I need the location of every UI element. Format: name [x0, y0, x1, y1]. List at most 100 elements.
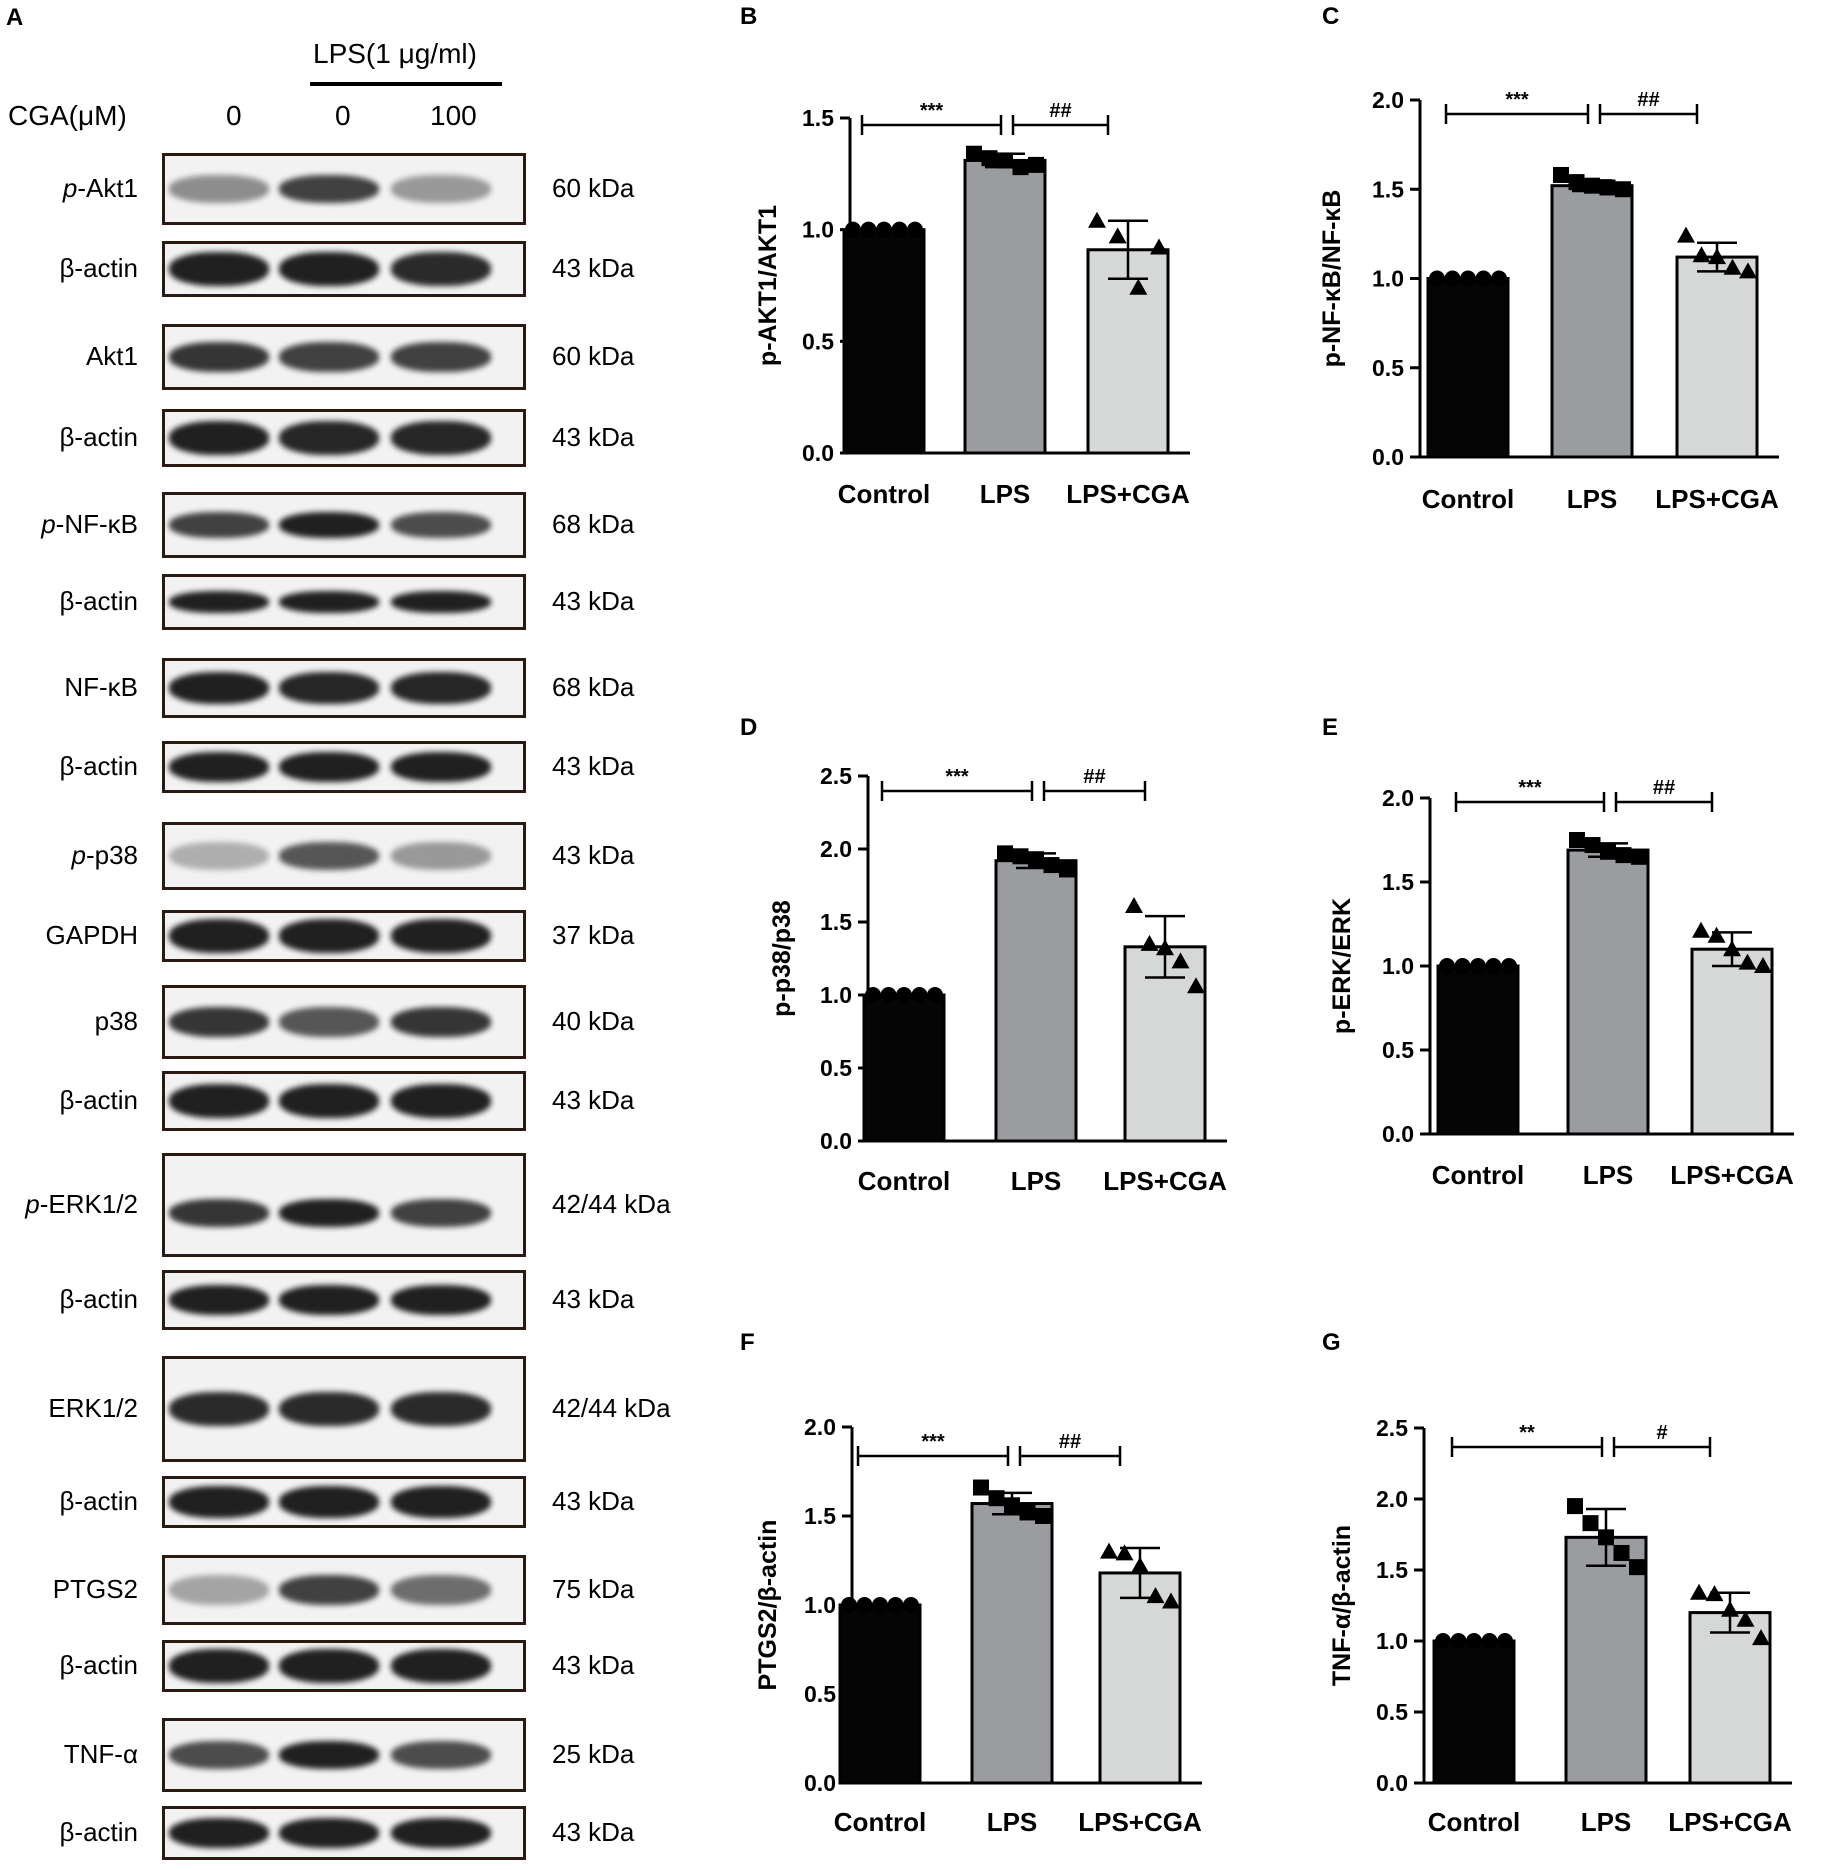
bar	[1690, 947, 1774, 1136]
y-tick-label: 1.5	[1382, 869, 1414, 895]
data-point	[1156, 939, 1174, 956]
data-point	[1454, 958, 1471, 974]
blot-band	[391, 342, 491, 372]
blot-band	[279, 1084, 379, 1118]
data-point	[1723, 940, 1741, 957]
molecular-weight-label: 43 kDa	[552, 840, 635, 870]
y-tick-label: 0.0	[1372, 444, 1404, 470]
blot-label: β-actin	[8, 586, 138, 617]
panel-letter: F	[740, 1329, 755, 1356]
blot-image	[162, 1071, 526, 1131]
blot-label: β-actin	[8, 751, 138, 782]
blot-image	[162, 1806, 526, 1860]
y-tick-label: 1.5	[1376, 1557, 1408, 1583]
y-tick-label: 1.5	[802, 105, 834, 131]
data-point	[891, 221, 908, 238]
data-point	[1470, 958, 1486, 974]
x-tick-label: LPS+CGA	[1103, 1166, 1227, 1196]
data-point	[1629, 1559, 1645, 1576]
protein-name: β-actin	[59, 1085, 138, 1115]
y-axis-label: p-AKT1/AKT1	[754, 205, 782, 366]
blot-label: Akt1	[8, 341, 138, 372]
data-point	[1435, 1633, 1451, 1649]
data-point	[872, 1597, 888, 1613]
y-tick-label: 2.0	[820, 836, 852, 862]
protein-name: p38	[94, 1006, 138, 1036]
blot-label: β-actin	[8, 422, 138, 453]
protein-name: β-actin	[59, 751, 138, 781]
x-tick-label: Control	[1422, 484, 1514, 514]
blot-band	[279, 1575, 379, 1605]
blot-band	[169, 421, 269, 455]
molecular-weight-label: 42/44 kDa	[552, 1189, 671, 1219]
data-point	[1115, 1544, 1134, 1561]
data-point	[1582, 1515, 1599, 1532]
protein-name: Akt1	[85, 341, 138, 371]
data-point	[1707, 926, 1726, 943]
protein-name: β-actin	[59, 1284, 138, 1314]
data-point	[1043, 857, 1060, 874]
bar	[963, 158, 1047, 455]
protein-name: -NF-κB	[55, 509, 138, 539]
data-point	[1460, 270, 1476, 287]
blot-image	[162, 822, 526, 890]
blot-band	[169, 1285, 269, 1315]
molecular-weight-label: 43 kDa	[552, 1650, 635, 1680]
blot-label: p-NF-κB	[8, 509, 138, 540]
bar	[1550, 184, 1634, 459]
blot-label: β-actin	[8, 1085, 138, 1116]
data-point	[845, 221, 861, 238]
data-point	[1497, 1633, 1513, 1649]
y-tick-label: 2.5	[820, 763, 852, 789]
x-tick-label: Control	[1428, 1807, 1520, 1837]
bar	[970, 1502, 1054, 1785]
data-point	[997, 845, 1013, 862]
data-point	[1485, 958, 1502, 974]
cga-dose-lane3: 100	[430, 100, 477, 131]
phospho-prefix: p	[71, 840, 86, 870]
blot-band	[391, 842, 491, 870]
blot-image	[162, 658, 526, 718]
blot-band	[391, 252, 491, 286]
data-point	[1692, 246, 1711, 263]
blot-label: p-Akt1	[8, 173, 138, 204]
data-point	[1125, 896, 1143, 913]
y-tick-label: 1.5	[804, 1503, 836, 1529]
data-point	[1708, 248, 1726, 265]
y-tick-label: 0.0	[820, 1128, 852, 1154]
cga-dose-lane1: 0	[226, 100, 242, 131]
data-point	[1721, 1600, 1739, 1617]
x-tick-label: LPS	[1011, 1166, 1062, 1196]
data-point	[1004, 1497, 1020, 1514]
blot-image	[162, 1356, 526, 1462]
blot-band	[279, 919, 379, 953]
blot-image	[162, 1476, 526, 1528]
significance-label: ***	[1518, 777, 1542, 799]
data-point	[1129, 278, 1148, 295]
bar	[1675, 255, 1759, 459]
molecular-weight-label: 43 kDa	[552, 253, 635, 283]
y-tick-label: 0.5	[804, 1681, 836, 1707]
blot-band	[169, 1741, 269, 1769]
data-point	[1481, 1633, 1498, 1649]
blot-band	[391, 1649, 491, 1683]
blot-image	[162, 153, 526, 225]
blot-band	[169, 1486, 269, 1518]
data-point	[1567, 1498, 1583, 1515]
data-point	[1088, 211, 1106, 228]
blot-band	[169, 1007, 269, 1037]
blot-band	[169, 342, 269, 372]
blot-label: NF-κB	[8, 672, 138, 703]
blot-label: p38	[8, 1006, 138, 1037]
data-point	[1019, 1504, 1036, 1521]
data-point	[1444, 270, 1461, 287]
lps-header-line	[310, 82, 502, 86]
blot-image	[162, 1718, 526, 1792]
y-axis-label: PTGS2/β-actin	[754, 1520, 782, 1691]
data-point	[1439, 958, 1455, 974]
blot-image	[162, 241, 526, 297]
blot-band	[279, 175, 379, 203]
blot-label: ERK1/2	[8, 1393, 138, 1424]
data-point	[1012, 848, 1029, 865]
